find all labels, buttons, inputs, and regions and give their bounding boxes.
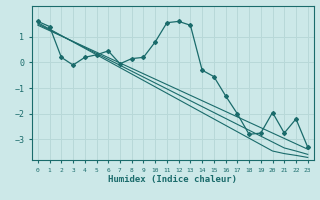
X-axis label: Humidex (Indice chaleur): Humidex (Indice chaleur) <box>108 175 237 184</box>
